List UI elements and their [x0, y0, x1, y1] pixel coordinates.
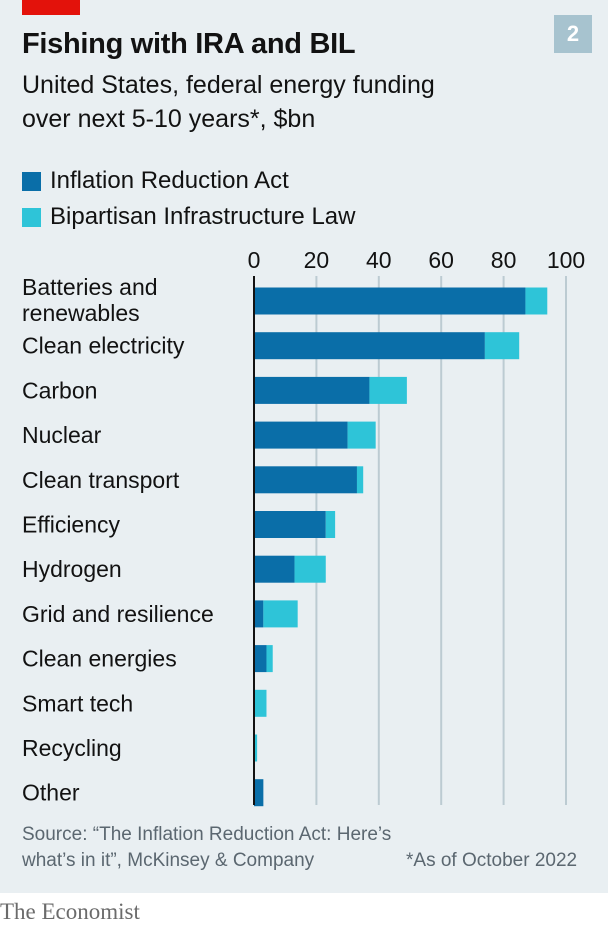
bar-bil: [347, 421, 376, 449]
legend-label-bil: Bipartisan Infrastructure Law: [50, 203, 356, 230]
category-label: Clean electricity: [22, 333, 185, 359]
category-label: Grid and resilience: [22, 601, 214, 627]
x-tick-label: 40: [366, 247, 392, 273]
bar-ira: [254, 511, 326, 538]
bar-bil: [254, 734, 258, 762]
category-label: Efficiency: [22, 512, 121, 538]
brand-red-tag: [22, 0, 80, 15]
x-tick-label: 80: [491, 247, 517, 273]
category-label: Clean transport: [22, 467, 180, 493]
chart-title: Fishing with IRA and BIL: [22, 28, 356, 60]
legend-item-ira: Inflation Reduction Act: [22, 163, 355, 199]
brand-wordmark: The Economist: [0, 899, 140, 924]
chart-panel: Fishing with IRA and BIL 2 United States…: [0, 0, 608, 893]
bar-bil: [356, 466, 364, 494]
x-tick-label: 0: [248, 247, 261, 273]
x-tick-label: 20: [304, 247, 330, 273]
category-label: Batteries and: [22, 274, 158, 300]
bar-bil: [266, 645, 273, 673]
chart-number-badge: 2: [554, 15, 592, 53]
bar-ira: [254, 466, 357, 494]
category-label: Hydrogen: [22, 556, 122, 582]
x-tick-label: 100: [547, 247, 585, 273]
bar-ira: [254, 555, 295, 583]
category-label: Other: [22, 780, 80, 806]
legend-swatch-ira: [22, 171, 41, 191]
category-label: Clean energies: [22, 646, 177, 672]
bar-ira: [254, 287, 526, 315]
bar-ira: [254, 600, 264, 628]
bar-ira: [254, 376, 370, 404]
category-label: Recycling: [22, 735, 122, 761]
bar-ira: [254, 645, 267, 673]
bar-bil: [484, 332, 520, 360]
bar-ira: [254, 421, 348, 449]
footnote: *As of October 2022: [406, 850, 578, 871]
bar-bil: [263, 600, 298, 628]
bar-bil: [294, 555, 326, 583]
bar-bil: [525, 287, 548, 315]
bar-bil: [254, 689, 267, 717]
source-note: Source: “The Inflation Reduction Act: He…: [22, 824, 392, 871]
category-label: Carbon: [22, 377, 97, 403]
chart-subtitle: United States, federal energy funding ov…: [22, 71, 435, 133]
bar-bil: [325, 511, 336, 538]
category-label: renewables: [22, 300, 140, 326]
category-label: Nuclear: [22, 422, 102, 448]
bar-ira: [254, 332, 485, 360]
bar-ira: [254, 779, 264, 807]
legend: Inflation Reduction Act Bipartisan Infra…: [22, 163, 355, 235]
legend-label-ira: Inflation Reduction Act: [50, 167, 289, 194]
legend-swatch-bil: [22, 207, 41, 227]
category-label: Smart tech: [22, 690, 133, 716]
x-tick-label: 60: [428, 247, 454, 273]
bar-bil: [369, 376, 407, 404]
legend-item-bil: Bipartisan Infrastructure Law: [22, 199, 355, 235]
